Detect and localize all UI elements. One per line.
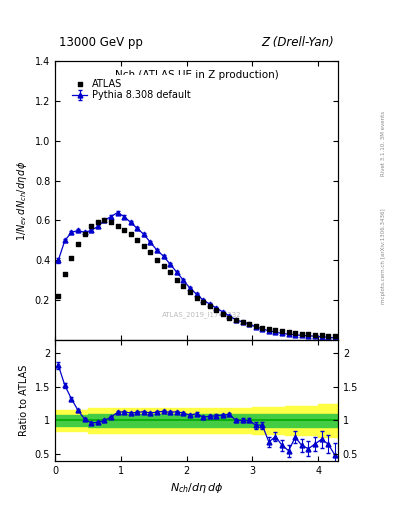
ATLAS <box>68 254 75 262</box>
ATLAS <box>62 270 68 278</box>
ATLAS <box>187 288 193 296</box>
ATLAS <box>121 226 127 234</box>
Text: mcplots.cern.ch [arXiv:1306.3436]: mcplots.cern.ch [arXiv:1306.3436] <box>381 208 386 304</box>
ATLAS <box>128 230 134 239</box>
Text: Rivet 3.1.10, 3M events: Rivet 3.1.10, 3M events <box>381 111 386 176</box>
ATLAS <box>75 240 81 248</box>
Text: Nch (ATLAS UE in Z production): Nch (ATLAS UE in Z production) <box>115 70 278 80</box>
ATLAS <box>134 236 140 244</box>
ATLAS <box>101 217 108 225</box>
ATLAS <box>81 230 88 239</box>
Text: Z (Drell-Yan): Z (Drell-Yan) <box>261 36 334 49</box>
ATLAS <box>88 222 94 230</box>
ATLAS <box>154 256 160 264</box>
ATLAS <box>305 330 312 338</box>
ATLAS <box>160 262 167 270</box>
ATLAS <box>220 310 226 318</box>
Y-axis label: $1/N_{ev}\,dN_{ch}/d\eta\,d\phi$: $1/N_{ev}\,dN_{ch}/d\eta\,d\phi$ <box>15 160 29 241</box>
ATLAS <box>325 332 331 340</box>
ATLAS <box>299 330 305 338</box>
ATLAS <box>318 331 325 339</box>
ATLAS <box>95 219 101 227</box>
ATLAS <box>180 282 187 290</box>
ATLAS <box>332 332 338 340</box>
ATLAS <box>226 314 233 322</box>
Legend: ATLAS, Pythia 8.308 default: ATLAS, Pythia 8.308 default <box>68 75 195 104</box>
ATLAS <box>167 268 173 276</box>
ATLAS <box>213 306 219 314</box>
Y-axis label: Ratio to ATLAS: Ratio to ATLAS <box>19 365 29 436</box>
ATLAS <box>272 326 279 334</box>
ATLAS <box>174 276 180 284</box>
ATLAS <box>141 242 147 250</box>
ATLAS <box>246 320 252 328</box>
ATLAS <box>253 322 259 330</box>
ATLAS <box>108 219 114 227</box>
Text: ATLAS_2019_I1748232: ATLAS_2019_I1748232 <box>162 311 242 317</box>
ATLAS <box>147 248 154 257</box>
X-axis label: $N_{ch}/d\eta\,d\phi$: $N_{ch}/d\eta\,d\phi$ <box>170 481 223 495</box>
ATLAS <box>233 316 239 324</box>
ATLAS <box>285 328 292 336</box>
ATLAS <box>312 331 318 339</box>
ATLAS <box>266 325 272 333</box>
ATLAS <box>239 318 246 326</box>
ATLAS <box>206 302 213 310</box>
ATLAS <box>55 292 61 300</box>
ATLAS <box>114 222 121 230</box>
Text: 13000 GeV pp: 13000 GeV pp <box>59 36 143 49</box>
ATLAS <box>292 329 298 337</box>
ATLAS <box>200 298 206 306</box>
ATLAS <box>279 327 285 335</box>
ATLAS <box>193 294 200 302</box>
ATLAS <box>259 324 265 332</box>
